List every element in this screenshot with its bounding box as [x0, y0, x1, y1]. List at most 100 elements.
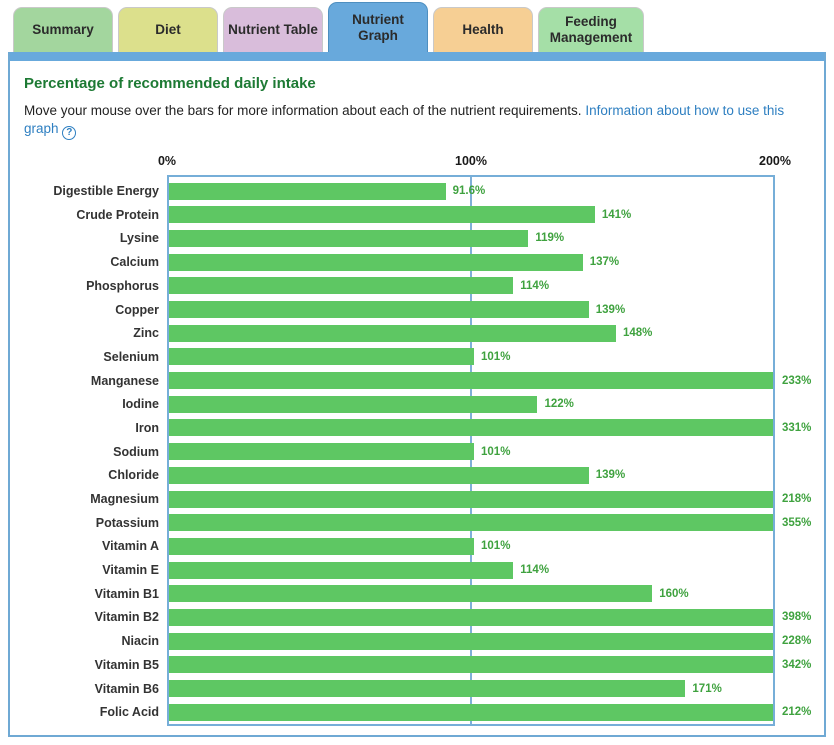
chart-row: Iodine 122%: [122, 392, 773, 416]
tab-bar: Summary Diet Nutrient Table Nutrient Gra…: [0, 2, 834, 52]
plot-area: Digestible Energy 91.6% Crude Protein 141% L…: [53, 175, 811, 727]
chart-row: Magnesium 218%: [90, 487, 811, 511]
category-label: Potassium: [95, 515, 159, 530]
bar-value: 342%: [782, 658, 812, 671]
bar-value: 160%: [659, 587, 689, 600]
bar-zinc[interactable]: [169, 324, 616, 342]
bar-value: 228%: [782, 635, 812, 648]
instructions-body: Move your mouse over the bars for more i…: [24, 103, 582, 118]
bar-value: 139%: [595, 469, 626, 482]
tab-nutrient-graph[interactable]: Nutrient Graph: [328, 2, 428, 52]
category-label: Sodium: [113, 444, 159, 459]
bar-value: 101%: [481, 350, 511, 363]
bar-value: 122%: [544, 398, 574, 411]
chart-row: Calcium 137%: [110, 250, 773, 274]
bar-value: 212%: [782, 706, 812, 719]
bar-crude-protein[interactable]: [169, 206, 595, 224]
chart-row: Selenium 101%: [103, 345, 773, 369]
bar-vitamin-a[interactable]: [169, 537, 475, 555]
axis-tick-100: 100%: [455, 154, 487, 169]
chart-row: Potassium 355%: [96, 511, 811, 535]
bar-iron[interactable]: [169, 419, 773, 437]
category-label: Vitamin B5: [94, 657, 159, 672]
bar-selenium[interactable]: [169, 348, 475, 366]
chart-row: Sodium 101%: [113, 440, 773, 464]
bar-calcium[interactable]: [169, 253, 583, 271]
bar-value: 101%: [481, 540, 511, 553]
bar-potassium[interactable]: [169, 514, 773, 532]
page-title: Percentage of recommended daily intake: [24, 75, 316, 92]
bar-vitamin-e[interactable]: [169, 561, 514, 579]
graph-help-link[interactable]: Information about how to use this graph: [24, 103, 785, 137]
bar-sodium[interactable]: [169, 443, 475, 461]
bar-value: 218%: [782, 493, 812, 505]
x-axis: 0% 100% 200%: [158, 154, 791, 175]
bar-value: 331%: [782, 421, 812, 434]
chart-row: Manganese 233%: [91, 369, 811, 393]
category-label: Lysine: [119, 231, 159, 246]
tab-nutrient-table-label: Nutrient Table: [228, 22, 318, 38]
bar-value: 171%: [692, 682, 722, 695]
category-label: Selenium: [103, 349, 159, 364]
bar-value: 148%: [622, 327, 653, 340]
tab-nutrient-table[interactable]: Nutrient Table: [223, 7, 323, 52]
tab-feeding-management[interactable]: Feeding Management: [538, 7, 644, 52]
category-label: Magnesium: [90, 492, 159, 506]
bar-iodine[interactable]: [169, 395, 538, 413]
tab-summary[interactable]: Summary: [13, 7, 113, 52]
chart-row: Copper 139%: [115, 298, 773, 322]
tab-diet[interactable]: Diet: [118, 7, 218, 52]
bar-magnesium[interactable]: [169, 490, 773, 508]
tab-health-label: Health: [462, 22, 504, 38]
instructions-text: Move your mouse over the bars for more i…: [24, 102, 814, 141]
active-tab-strip: [10, 52, 824, 61]
tab-feeding-management-label: Feeding Management: [549, 14, 633, 45]
chart-row: Folic Acid 212%: [100, 700, 811, 724]
axis-tick-200: 200%: [759, 154, 791, 169]
category-label: Vitamin B6: [94, 681, 159, 696]
bar-niacin[interactable]: [169, 632, 773, 650]
category-label: Vitamin B1: [94, 586, 159, 601]
bar-vitamin-b6[interactable]: [169, 680, 686, 697]
tab-summary-label: Summary: [32, 22, 94, 38]
category-label: Iron: [135, 420, 159, 435]
bar-chloride[interactable]: [169, 466, 589, 484]
bar-value: 141%: [601, 208, 632, 221]
bar-vitamin-b2[interactable]: [169, 608, 773, 626]
category-label: Vitamin E: [102, 563, 159, 578]
bar-value: 114%: [520, 279, 550, 292]
bar-folic-acid[interactable]: [169, 703, 773, 721]
chart-row: Vitamin B6 171%: [95, 677, 773, 701]
bar-value: 139%: [595, 303, 626, 316]
tab-nutrient-graph-label: Nutrient Graph: [352, 11, 404, 43]
category-label: Phosphorus: [86, 278, 159, 293]
help-icon[interactable]: ?: [62, 126, 77, 141]
tab-diet-label: Diet: [155, 22, 181, 38]
nutrient-bar-chart: 0% 100% 200% Digestible Energy 91.6% Crude…: [53, 154, 812, 727]
bar-copper[interactable]: [169, 301, 589, 318]
bar-manganese[interactable]: [169, 372, 773, 390]
chart-row: Chloride 139%: [108, 463, 773, 487]
category-label: Copper: [115, 302, 159, 317]
bar-vitamin-b1[interactable]: [169, 585, 653, 603]
bar-vitamin-b5[interactable]: [169, 656, 773, 674]
chart-row: Lysine 119%: [120, 227, 773, 251]
tab-health[interactable]: Health: [433, 7, 533, 52]
bar-value: 119%: [535, 232, 565, 245]
category-label: Iodine: [122, 397, 159, 412]
chart-row: Vitamin E 114%: [102, 558, 773, 582]
bar-digestible-energy[interactable]: [169, 182, 446, 200]
bar-lysine[interactable]: [169, 229, 529, 247]
category-label: Niacin: [121, 634, 159, 649]
category-label: Folic Acid: [99, 705, 159, 720]
bar-value: 114%: [520, 564, 550, 577]
bar-value: 101%: [481, 445, 511, 458]
chart-row: Digestible Energy 91.6%: [53, 179, 773, 203]
chart-row: Vitamin B5 342%: [95, 653, 811, 677]
bar-phosphorus[interactable]: [169, 277, 514, 295]
category-label: Vitamin B2: [94, 610, 159, 625]
category-label: Crude Protein: [76, 207, 159, 222]
chart-row: Niacin 228%: [121, 629, 811, 653]
chart-row: Vitamin B1 160%: [95, 582, 773, 606]
